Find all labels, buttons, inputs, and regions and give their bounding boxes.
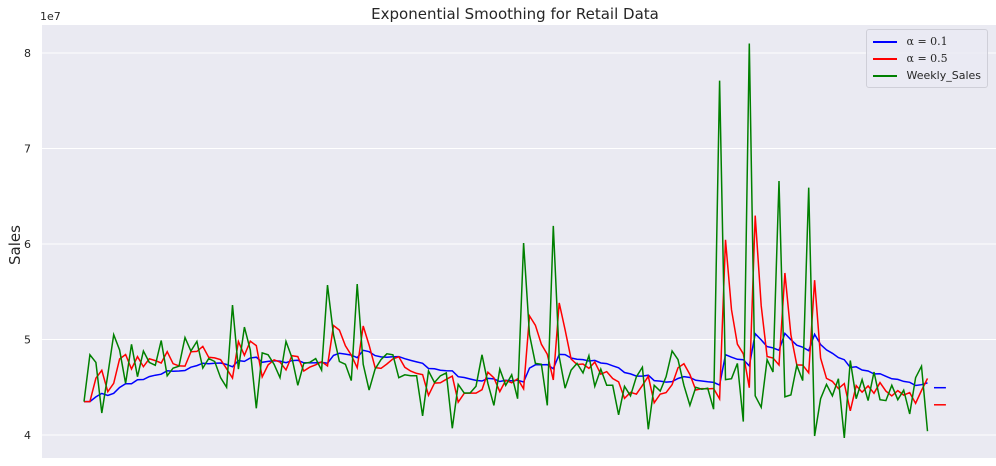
grid — [42, 52, 996, 436]
y-tick-labels: 4 5 6 7 8 — [24, 47, 31, 442]
y-tick-label: 5 — [24, 334, 31, 347]
legend-swatch-green — [872, 74, 897, 77]
legend-item-alpha-0-1: α = 0.1 — [872, 33, 981, 50]
legend-label: Weekly_Sales — [906, 69, 981, 82]
y-offset-text: 1e7 — [40, 10, 61, 23]
y-tick-label: 7 — [24, 143, 31, 156]
series-lines — [83, 43, 946, 438]
legend-label: α = 0.5 — [906, 52, 948, 65]
series-line-alpha-0-5-fitted — [84, 215, 929, 411]
legend-item-weekly-sales: Weekly_Sales — [872, 67, 981, 84]
legend: α = 0.1 α = 0.5 Weekly_Sales — [865, 29, 988, 88]
legend-swatch-blue — [872, 40, 897, 43]
chart-title: Exponential Smoothing for Retail Data — [371, 5, 659, 23]
y-tick-label: 8 — [24, 47, 31, 60]
legend-item-alpha-0-5: α = 0.5 — [872, 50, 981, 67]
legend-swatch-red — [872, 57, 897, 60]
y-axis-label: Sales — [6, 225, 24, 265]
legend-label: α = 0.1 — [906, 35, 948, 48]
y-tick-label: 4 — [24, 429, 31, 442]
y-tick-label: 6 — [24, 238, 31, 251]
series-line-weekly-sales — [83, 43, 929, 438]
plot-background — [42, 25, 996, 458]
